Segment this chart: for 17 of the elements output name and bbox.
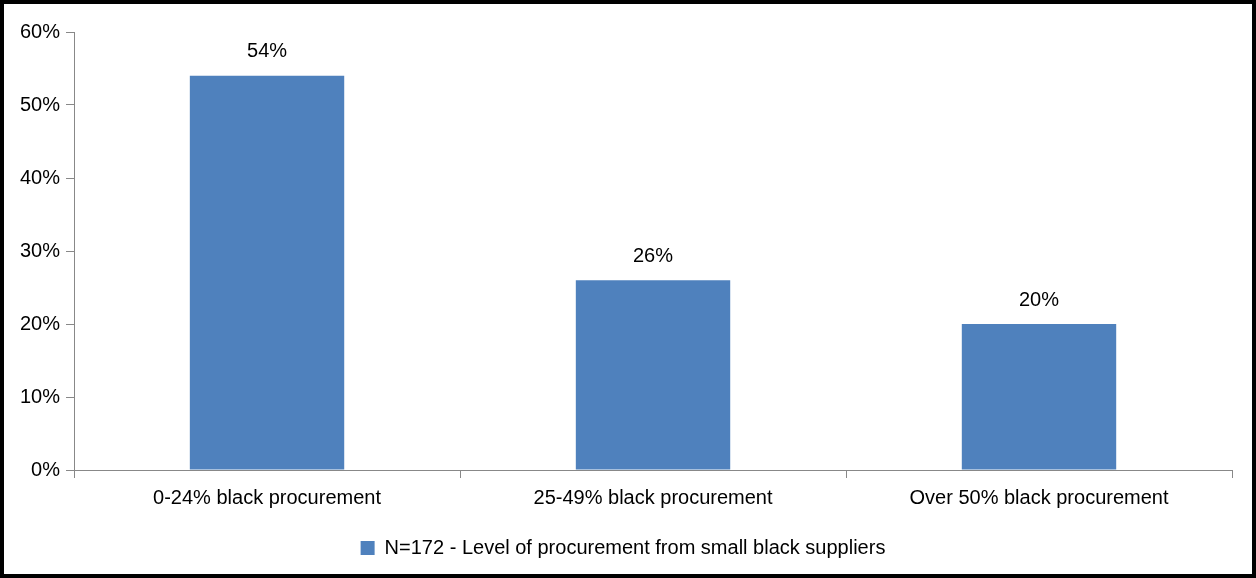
data-label: 54%	[247, 39, 288, 62]
bar	[961, 324, 1117, 470]
y-tick-label: 30%	[20, 238, 61, 261]
x-tick-label: 25-49% black procurement	[533, 485, 773, 508]
x-tick-label: Over 50% black procurement	[909, 485, 1169, 508]
legend-label: N=172 - Level of procurement from small black suppliers	[384, 535, 886, 558]
y-tick-label: 20%	[20, 311, 61, 334]
bar	[189, 75, 345, 470]
y-tick-label: 50%	[20, 92, 61, 115]
y-tick-label: 60%	[20, 19, 61, 42]
bar	[575, 280, 731, 470]
y-tick-label: 10%	[20, 384, 61, 407]
data-label: 26%	[633, 243, 674, 266]
x-tick-label: 0-24% black procurement	[153, 485, 382, 508]
y-tick-label: 0%	[31, 457, 61, 480]
data-label: 20%	[1018, 287, 1060, 310]
y-tick-label: 40%	[20, 165, 61, 188]
